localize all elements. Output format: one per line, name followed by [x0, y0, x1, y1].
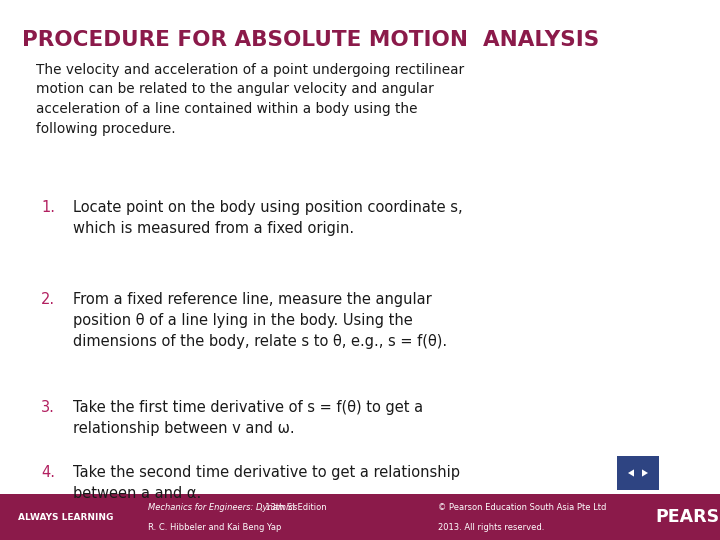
Text: 4.: 4.	[41, 465, 55, 480]
Text: R. C. Hibbeler and Kai Beng Yap: R. C. Hibbeler and Kai Beng Yap	[148, 523, 282, 531]
Text: , 13th SI Edition: , 13th SI Edition	[259, 503, 326, 512]
Text: ALWAYS LEARNING: ALWAYS LEARNING	[18, 512, 113, 522]
Polygon shape	[642, 469, 648, 477]
Text: Mechanics for Engineers: Dynamics: Mechanics for Engineers: Dynamics	[148, 503, 297, 512]
Text: Locate point on the body using position coordinate s,
which is measured from a f: Locate point on the body using position …	[73, 200, 463, 236]
Text: 2013. All rights reserved.: 2013. All rights reserved.	[438, 523, 544, 531]
Text: Take the first time derivative of s = f(θ) to get a
relationship between v and ω: Take the first time derivative of s = f(…	[73, 400, 423, 436]
Bar	[0, 494, 720, 540]
Text: Take the second time derivative to get a relationship
between a and α.: Take the second time derivative to get a…	[73, 465, 460, 501]
Text: The velocity and acceleration of a point undergoing rectilinear
motion can be re: The velocity and acceleration of a point…	[36, 63, 464, 136]
Text: PROCEDURE FOR ABSOLUTE MOTION  ANALYSIS: PROCEDURE FOR ABSOLUTE MOTION ANALYSIS	[22, 30, 599, 50]
Text: 1.: 1.	[41, 200, 55, 215]
Polygon shape	[628, 469, 634, 477]
Text: From a fixed reference line, measure the angular
position θ of a line lying in t: From a fixed reference line, measure the…	[73, 292, 447, 349]
Text: 3.: 3.	[41, 400, 55, 415]
Text: PEARSON: PEARSON	[655, 508, 720, 526]
Text: 2.: 2.	[41, 292, 55, 307]
Text: © Pearson Education South Asia Pte Ltd: © Pearson Education South Asia Pte Ltd	[438, 503, 606, 512]
Bar	[617, 456, 659, 490]
